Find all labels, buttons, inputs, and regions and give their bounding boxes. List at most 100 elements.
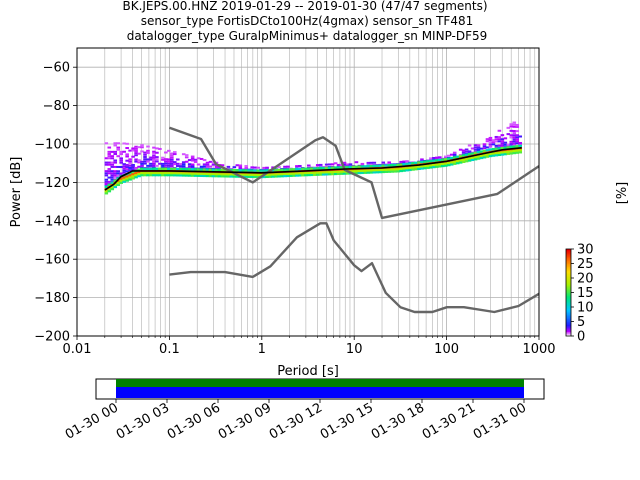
density-cell [405, 166, 409, 170]
density-cell [113, 179, 118, 182]
colorbar-segment [566, 279, 571, 282]
density-cell [259, 169, 263, 172]
density-cell [110, 178, 115, 181]
density-cell [432, 163, 436, 167]
density-cell [339, 170, 344, 173]
density-cell [119, 181, 123, 184]
x-tick-label: 1 [258, 342, 266, 357]
density-cell [173, 171, 177, 175]
density-cell [357, 165, 362, 168]
density-cell [262, 175, 266, 179]
density-cell [399, 163, 403, 166]
density-cell [268, 173, 272, 176]
density-cell [158, 147, 162, 150]
density-cell [152, 156, 156, 159]
density-cell [167, 149, 171, 152]
density-cell [402, 163, 406, 166]
density-cell [137, 161, 141, 164]
density-cell [509, 134, 514, 137]
density-cell [137, 174, 141, 178]
density-cell [482, 149, 487, 153]
density-cell [113, 153, 118, 156]
density-cell [173, 174, 177, 177]
density-cell [482, 153, 487, 157]
density-cell [515, 138, 520, 141]
density-cell [381, 168, 386, 172]
density-cell [473, 151, 478, 155]
density-cell [414, 167, 418, 171]
density-cell [348, 163, 353, 166]
density-cell [134, 160, 138, 163]
density-cell [512, 149, 517, 153]
density-cell [503, 150, 508, 154]
density-cell [515, 145, 520, 148]
ppsd-density [104, 121, 523, 195]
density-cell [113, 159, 118, 162]
density-cell [155, 171, 159, 175]
density-cell [104, 189, 109, 193]
coverage-tick-label: 01-30 18 [369, 400, 427, 442]
density-cell [110, 155, 115, 158]
density-cell [110, 174, 115, 177]
density-cell [515, 134, 520, 137]
density-cell [461, 151, 466, 154]
density-cell [473, 146, 478, 149]
density-cell [518, 144, 523, 148]
density-cell [399, 167, 403, 171]
density-cell [271, 175, 275, 178]
density-cell [125, 177, 129, 180]
density-cell [181, 161, 186, 164]
density-cell [327, 172, 332, 176]
density-cell [131, 168, 135, 171]
density-cell [488, 154, 493, 158]
density-cell [307, 167, 311, 170]
density-cell [122, 142, 126, 145]
density-cell [116, 148, 121, 151]
colorbar-segment [566, 264, 571, 267]
density-cell [333, 172, 338, 176]
density-cell [178, 172, 183, 175]
density-cell [122, 171, 126, 174]
density-cell [500, 146, 505, 150]
colorbar-segment [566, 302, 571, 305]
density-cell [113, 183, 118, 187]
density-cell [229, 173, 234, 176]
density-cell [393, 170, 397, 173]
density-cell [387, 164, 391, 167]
density-cell [205, 163, 210, 166]
density-cell [476, 146, 481, 149]
density-cell [485, 146, 490, 149]
density-cell [104, 170, 109, 173]
density-cell [301, 171, 305, 175]
density-cell [512, 125, 517, 128]
x-tick-label: 0.1 [159, 342, 180, 357]
density-cell [307, 173, 311, 177]
colorbar-segment [566, 250, 571, 253]
density-cell [500, 138, 505, 141]
colorbar-segment [566, 267, 571, 270]
density-cell [512, 151, 517, 155]
density-cell [146, 149, 150, 152]
density-cell [414, 161, 418, 165]
density-cell [244, 173, 249, 176]
density-cell [360, 165, 365, 168]
density-cell [190, 168, 195, 171]
density-cell [232, 166, 237, 169]
density-cell [137, 152, 141, 155]
density-cell [512, 134, 517, 137]
density-cell [113, 142, 118, 145]
density-cell [470, 147, 475, 150]
density-cell [265, 173, 269, 176]
density-cell [250, 173, 255, 176]
density-cell [167, 171, 171, 175]
plot-frame [76, 47, 540, 337]
density-cell [497, 136, 502, 139]
density-cell [408, 162, 412, 165]
colorbar-segment [566, 318, 571, 321]
density-cell [104, 180, 109, 183]
density-cell [438, 158, 442, 162]
density-cell [104, 161, 109, 164]
density-cell [131, 172, 135, 176]
